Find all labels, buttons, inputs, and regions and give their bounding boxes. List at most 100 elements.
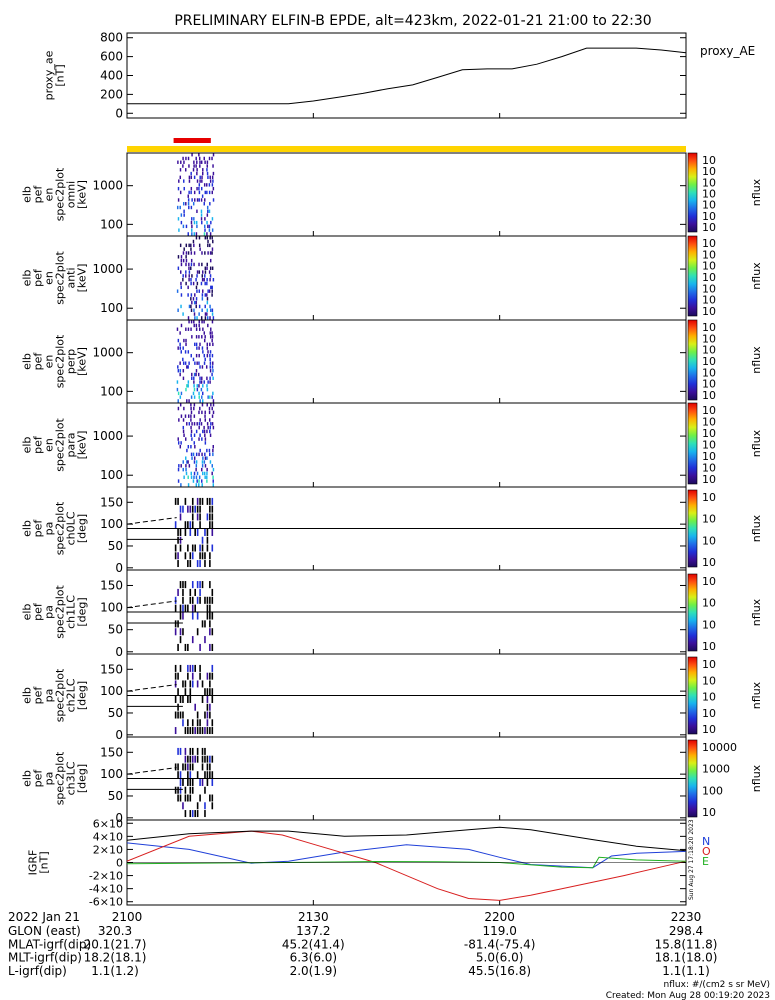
spectrogram-cell [201, 437, 203, 441]
spectrogram-cell [199, 418, 201, 422]
spectrogram-cell [198, 312, 200, 316]
y-tick-label: 150 [100, 578, 123, 592]
spectrogram-cell [180, 414, 183, 418]
spectrogram-cell [192, 202, 195, 206]
spectrogram-cell [185, 274, 187, 278]
pitch-angle-cell [189, 794, 192, 802]
spectrogram-cell [203, 471, 206, 476]
colorbar-tick-label: 104 [702, 439, 716, 452]
pitch-angle-cell [211, 528, 214, 536]
y-axis-label: elbpefpaspec2plotch1LC[deg] [21, 585, 89, 639]
spectrogram-cell [182, 224, 185, 229]
proxy-ae-line [127, 47, 687, 105]
pitch-angle-cell [191, 552, 194, 560]
pitch-angle-cell [191, 719, 194, 727]
spectrogram-cell [177, 346, 179, 350]
spectrogram-cell [176, 380, 179, 384]
colorbar-title: nflux [750, 429, 763, 457]
spectrogram-cell [185, 456, 187, 460]
colorbar-tick-label: 102 [702, 294, 716, 307]
spectrogram-cell [209, 357, 211, 362]
anti-loss-cone-line [126, 517, 177, 525]
colorbar [687, 402, 698, 485]
pitch-angle-cell [201, 544, 204, 552]
spectrogram-cell [190, 186, 193, 191]
spectrogram-cell [204, 475, 206, 479]
colorbar-tick-label: 101 [702, 221, 716, 234]
pitch-angle-cell [196, 771, 199, 779]
spectrogram-cell [206, 220, 208, 225]
colorbar-tick-label: 104 [702, 691, 716, 704]
y-tick-label: 0 [115, 106, 123, 120]
spectrogram-cell [182, 429, 185, 434]
ephemeris-value: 45.5(16.8) [468, 964, 531, 978]
pitch-angle-cell [182, 588, 184, 596]
spectrogram-cell [211, 190, 213, 195]
pitch-angle-cell [211, 794, 214, 802]
pitch-angle-cell [177, 786, 179, 794]
colorbar-tick-label: 107 [702, 491, 716, 504]
spectrogram-cell [187, 316, 190, 320]
spectrogram-cell [187, 251, 190, 255]
spectrogram-cell [209, 395, 211, 399]
pitch-angle-cell [177, 711, 179, 719]
pitch-angle-cell [211, 672, 214, 680]
spectrogram-cell [211, 422, 214, 426]
pitch-angle-cell [179, 604, 182, 612]
spectrogram-cell [187, 483, 190, 487]
pitch-angle-cell [174, 497, 177, 505]
spectrogram-cell [190, 243, 192, 248]
spectrogram-cell [190, 258, 193, 263]
pitch-angle-cell [179, 513, 182, 521]
pitch-angle-cell [206, 596, 209, 604]
ephemeris-value: 45.2(41.4) [282, 937, 345, 951]
spectrogram-cell [204, 357, 206, 362]
spectrogram-cell [206, 384, 208, 388]
pitch-angle-cell [174, 552, 177, 560]
pitch-angle-cell [182, 802, 184, 810]
pitch-angle-cell [182, 711, 184, 719]
spectrogram-cell [177, 399, 179, 403]
spectrogram-cell [211, 308, 214, 312]
spectrogram-cell [207, 395, 209, 399]
panel-frame [126, 402, 687, 488]
pitch-angle-cell [209, 771, 211, 779]
spectrogram-cell [196, 289, 198, 293]
pitch-angle-cell [204, 552, 206, 560]
spectrogram-cell [180, 293, 183, 297]
spectrogram-cell [180, 464, 182, 468]
pitch-angle-cell [177, 552, 179, 560]
spectrogram-cell [187, 202, 190, 206]
pitch-angle-cell [194, 664, 196, 672]
spectrogram-cell [198, 335, 200, 339]
spectrogram-cell [192, 391, 195, 396]
spectrogram-cell [200, 380, 203, 384]
spectrogram-cell [185, 251, 188, 255]
y-tick-label: 2×104 [93, 843, 123, 856]
spectrogram-cell [193, 232, 196, 236]
colorbar-tick-label: 101 [702, 389, 716, 402]
spectrogram-cell [182, 376, 185, 380]
spectrogram-cell [201, 346, 204, 350]
pitch-angle-cell [199, 719, 201, 727]
spectrogram-cell [195, 335, 198, 339]
spectrogram-cell [204, 464, 207, 468]
pitch-angle-cell [187, 672, 189, 680]
spectrogram-cell [194, 445, 196, 449]
spectrogram-cell [198, 190, 201, 195]
spectrogram-cell [209, 308, 212, 312]
spectrogram-cell [206, 376, 208, 380]
spectrogram-cell [208, 406, 211, 411]
spectrogram-cell [177, 365, 179, 369]
spectrogram-cell [190, 220, 193, 225]
spectrogram-cell [198, 361, 200, 365]
ephemeris-value: 15.8(11.8) [655, 937, 718, 951]
pitch-angle-cell [191, 778, 194, 786]
spectrogram-cell [198, 391, 200, 396]
spectrogram-cell [196, 209, 198, 213]
pitch-angle-cell [206, 711, 209, 719]
colorbar-title: nflux [750, 262, 763, 290]
spectrogram-cell [192, 297, 195, 301]
pitch-angle-cell [204, 528, 206, 536]
colorbar-tick-label: 106 [702, 513, 716, 526]
